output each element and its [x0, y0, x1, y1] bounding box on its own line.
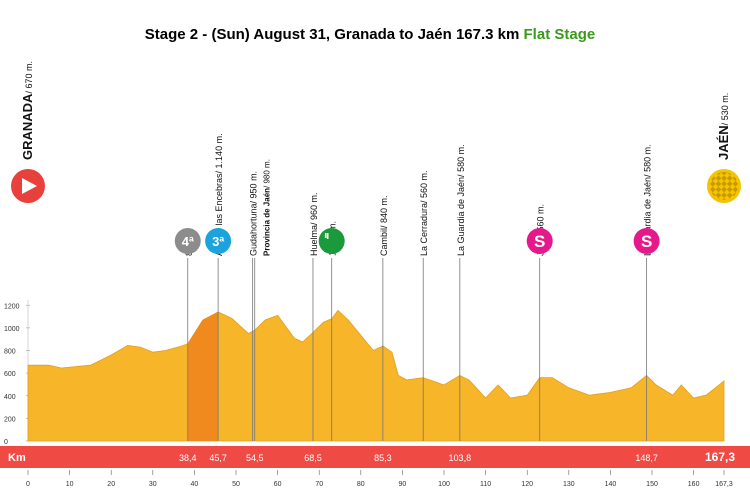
x-tick-label: 20: [107, 481, 115, 488]
km-label: 54,5: [246, 453, 264, 463]
km-label: 38,4: [179, 453, 197, 463]
x-tick-label: 40: [191, 481, 199, 488]
y-tick-label: 600: [4, 371, 16, 378]
x-tick-label: 30: [149, 481, 157, 488]
waypoint-elevation: / 580 m.: [643, 144, 653, 177]
start-arrow: [22, 178, 37, 194]
x-tick-label: 120: [521, 481, 533, 488]
waypoint-label: Gudahortuna/ 950 m.: [249, 171, 259, 256]
waypoint-elevation: / 960 m.: [309, 192, 319, 225]
title: Stage 2 - (Sun) August 31, Granada to Ja…: [145, 26, 520, 43]
waypoint-label: Alto de las Encebras/ 1.140 m.: [214, 133, 224, 256]
waypoint-name: La Cerradura: [419, 203, 429, 256]
waypoint-name: Alto de las Encebras: [214, 173, 224, 256]
x-axis-label: Km: [8, 452, 26, 464]
waypoint-label: Huelma/ 960 m.: [309, 192, 319, 256]
y-tick-label: 200: [4, 416, 16, 423]
y-tick-label: 1000: [4, 326, 20, 333]
waypoint-name: Gudahortuna: [249, 203, 259, 256]
x-tick-label: 50: [232, 481, 240, 488]
waypoint-label: La Cerradura/ 560 m.: [419, 170, 429, 256]
cat-icon-label: 3ª: [212, 234, 224, 249]
x-tick-label: 60: [274, 481, 282, 488]
x-tick-label: 150: [646, 481, 658, 488]
x-tick-label: 10: [66, 481, 74, 488]
cat-icon-label: 4ª: [182, 234, 194, 249]
x-tick-label: 130: [563, 481, 575, 488]
waypoint-elevation: / 560 m.: [419, 170, 429, 203]
waypoint-elevation: / 950 m.: [249, 171, 259, 204]
waypoint-label: La Guardia de Jaén/ 580 m.: [456, 144, 466, 256]
feed-fork: [324, 233, 329, 239]
x-tick-label: 90: [399, 481, 407, 488]
waypoint-label: Cambil/ 840 m.: [379, 195, 389, 256]
x-tick-label: 140: [605, 481, 617, 488]
km-bar: [0, 446, 750, 468]
waypoint-elevation: / 530 m.: [720, 93, 730, 126]
chart-title: Stage 2 - (Sun) August 31, Granada to Ja…: [145, 26, 595, 43]
km-label: 68,5: [304, 453, 322, 463]
km-label: 103,8: [449, 453, 472, 463]
waypoint-name: La Guardia de Jaén: [643, 177, 653, 256]
waypoint-elevation: / 670 m.: [24, 61, 34, 94]
x-tick-label: 110: [480, 481, 491, 488]
finish-checker: [710, 172, 738, 200]
x-tick-label: 80: [357, 481, 365, 488]
km-label: 148,7: [635, 453, 658, 463]
sprint-icon: [526, 228, 553, 254]
waypoint-name: GRANADA: [20, 93, 35, 160]
x-tick-label: 70: [315, 481, 323, 488]
subtitle: Flat Stage: [524, 26, 596, 43]
x-tick-label: 167,3: [715, 481, 733, 488]
elevation-area: [27, 309, 725, 442]
km-label: 45,7: [209, 453, 227, 463]
x-tick-label: 0: [26, 481, 30, 488]
climb-area: [187, 312, 219, 441]
cat-icon: [174, 228, 201, 254]
waypoint-name: JAÉN: [716, 125, 731, 160]
waypoint-name: Provincia de Jaén: [263, 188, 272, 256]
waypoint-elevation: / 580 m.: [456, 144, 466, 177]
waypoint-elevation: / 1.140 m.: [214, 133, 224, 173]
x-tick-label: 100: [438, 481, 450, 488]
waypoint-elevation: / 980 m.: [263, 159, 272, 188]
km-label: 167,3: [705, 450, 735, 464]
x-tick-label: 160: [688, 481, 700, 488]
km-label: 85,3: [374, 453, 392, 463]
y-tick-label: 400: [4, 394, 16, 401]
waypoint-label: GRANADA/ 670 m.: [20, 61, 35, 160]
y-tick-label: 1200: [4, 303, 20, 310]
feed-icon: [318, 228, 345, 254]
sprint-icon: [633, 228, 660, 254]
y-tick-label: 800: [4, 349, 16, 356]
sprint-icon-label: S: [534, 232, 545, 251]
waypoint-name: La Guardia de Jaén: [456, 177, 466, 256]
waypoint-elevation: / 840 m.: [379, 195, 389, 228]
waypoint-name: Huelma: [309, 225, 319, 256]
waypoint-elevation: / 560 m.: [536, 204, 546, 237]
sprint-icon-label: S: [641, 232, 652, 251]
y-tick-label: 0: [4, 439, 8, 446]
waypoint-label: Provincia de Jaén/ 980 m.: [263, 159, 272, 256]
waypoint-name: Cambil: [379, 228, 389, 256]
waypoint-label: La Guardia de Jaén/ 580 m.: [643, 144, 653, 256]
cat-icon: [205, 228, 232, 254]
waypoint-label: JAÉN/ 530 m.: [716, 93, 731, 160]
